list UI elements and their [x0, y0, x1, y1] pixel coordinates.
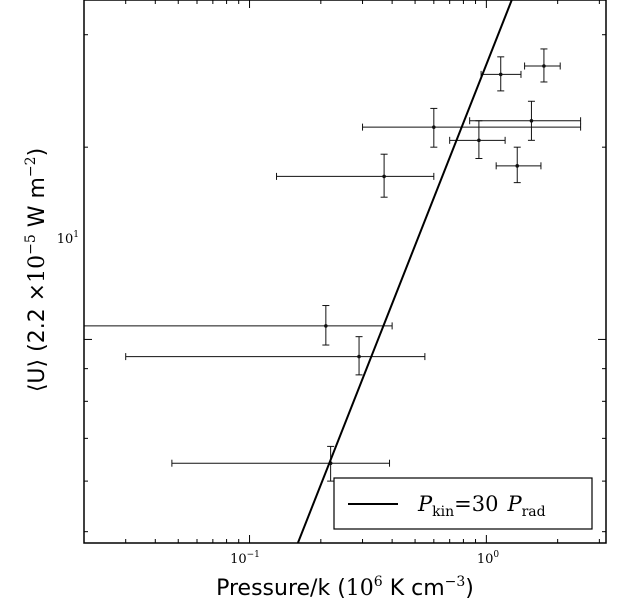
plot-frame	[83, 0, 607, 544]
data-point-4	[477, 138, 481, 143]
data-point-8	[357, 354, 361, 359]
x-axis-label: Pressure/k (106 K cm−3)	[216, 574, 474, 601]
fit-line-group	[296, 0, 513, 544]
x-tick-label-0.1: 10−1	[230, 550, 260, 567]
legend-label: Pkin=30 Prad	[417, 492, 546, 520]
data-point-3	[529, 118, 534, 123]
data-point-7	[324, 324, 328, 328]
data-point-1	[542, 64, 546, 68]
y-tick-label-10: 101	[57, 230, 79, 247]
error-bars	[83, 48, 582, 482]
minor-ticks	[84, 0, 606, 543]
legend: Pkin=30 Prad	[333, 477, 593, 530]
y-axis-label: ⟨U⟩ (2.2 ×10−5 W m−2)	[23, 148, 50, 392]
fit-line	[296, 0, 513, 544]
major-ticks	[84, 0, 606, 543]
data-point-2	[432, 125, 436, 129]
x-tick-label-1: 100	[477, 550, 500, 567]
data-points	[324, 64, 546, 466]
data-point-0	[498, 72, 503, 77]
data-point-6	[382, 174, 386, 179]
data-point-5	[515, 164, 520, 168]
